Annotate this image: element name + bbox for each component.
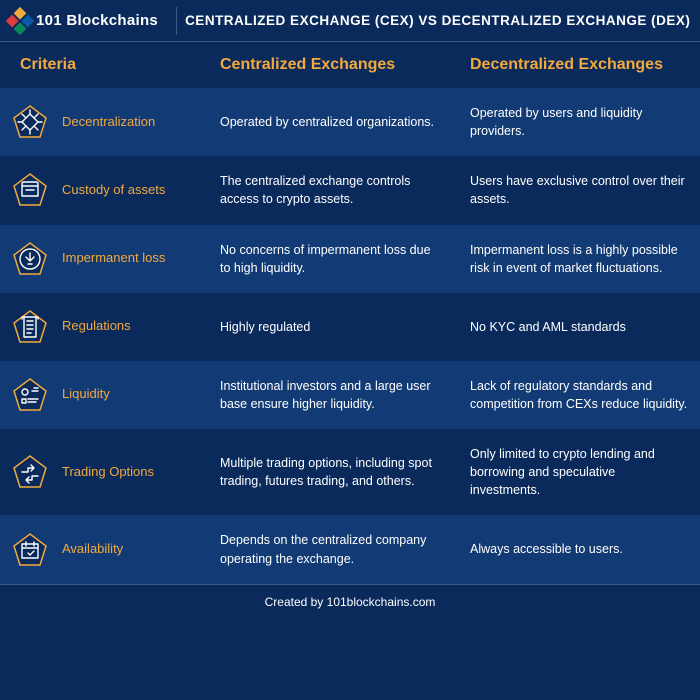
dex-cell: No KYC and AML standards [450, 293, 700, 361]
criteria-label: Decentralization [62, 113, 155, 132]
criteria-label: Impermanent loss [62, 249, 165, 268]
criteria-label: Liquidity [62, 385, 110, 404]
page-title: CENTRALIZED EXCHANGE (CEX) VS DECENTRALI… [185, 13, 690, 28]
brand-logo: 101 Blockchains [0, 11, 168, 31]
criteria-cell: Liquidity [0, 361, 200, 429]
col-header-cex: Centralized Exchanges [200, 42, 450, 88]
logo-icon [6, 6, 34, 34]
dex-cell: Operated by users and liquidity provider… [450, 88, 700, 156]
cex-cell: Institutional investors and a large user… [200, 361, 450, 429]
loss-icon [12, 241, 48, 277]
trading-icon [12, 454, 48, 490]
dex-cell: Only limited to crypto lending and borro… [450, 429, 700, 515]
cex-cell: No concerns of impermanent loss due to h… [200, 225, 450, 293]
criteria-cell: Availability [0, 515, 200, 583]
cex-cell: Highly regulated [200, 293, 450, 361]
criteria-label: Custody of assets [62, 181, 165, 200]
footer-credit: Created by 101blockchains.com [0, 584, 700, 619]
criteria-cell: Regulations [0, 293, 200, 361]
regulations-icon [12, 309, 48, 345]
criteria-cell: Impermanent loss [0, 225, 200, 293]
brand-name: 101 Blockchains [36, 12, 158, 29]
col-header-criteria: Criteria [0, 42, 200, 88]
header-bar: 101 Blockchains CENTRALIZED EXCHANGE (CE… [0, 0, 700, 42]
criteria-label: Availability [62, 540, 123, 559]
decentralization-icon [12, 104, 48, 140]
criteria-label: Regulations [62, 317, 131, 336]
criteria-cell: Custody of assets [0, 156, 200, 224]
dex-cell: Lack of regulatory standards and competi… [450, 361, 700, 429]
dex-cell: Users have exclusive control over their … [450, 156, 700, 224]
custody-icon [12, 172, 48, 208]
cex-cell: Operated by centralized organizations. [200, 88, 450, 156]
cex-cell: Multiple trading options, including spot… [200, 429, 450, 515]
header-divider [176, 7, 177, 35]
dex-cell: Always accessible to users. [450, 515, 700, 583]
liquidity-icon [12, 377, 48, 413]
cex-cell: The centralized exchange controls access… [200, 156, 450, 224]
dex-cell: Impermanent loss is a highly possible ri… [450, 225, 700, 293]
criteria-cell: Decentralization [0, 88, 200, 156]
col-header-dex: Decentralized Exchanges [450, 42, 700, 88]
comparison-table: Criteria Centralized Exchanges Decentral… [0, 42, 700, 584]
availability-icon [12, 532, 48, 568]
cex-cell: Depends on the centralized company opera… [200, 515, 450, 583]
criteria-cell: Trading Options [0, 429, 200, 515]
criteria-label: Trading Options [62, 463, 154, 482]
